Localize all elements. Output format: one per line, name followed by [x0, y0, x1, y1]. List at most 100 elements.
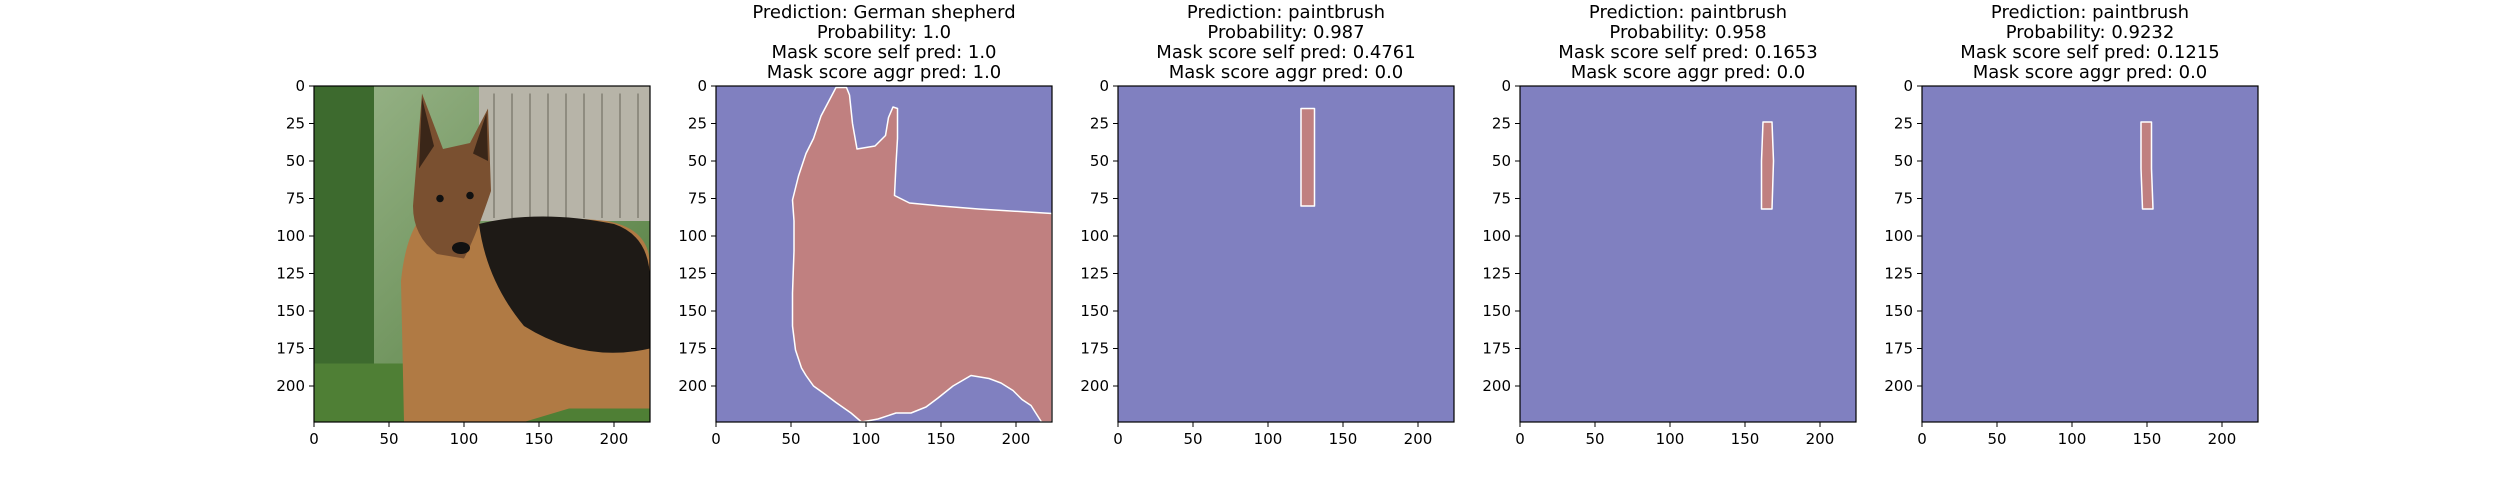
y-tick-label: 25 [688, 115, 707, 133]
x-tick-label: 200 [1404, 430, 1433, 448]
x-tick-label: 150 [927, 430, 956, 448]
x-tick-label: 150 [1731, 430, 1760, 448]
y-tick-label: 75 [1492, 190, 1511, 208]
y-tick-label: 175 [678, 340, 707, 358]
subplot-title-line: Probability: 1.0 [817, 22, 951, 43]
subplot-title-line: Mask score self pred: 0.1215 [1960, 42, 2219, 63]
subplot-title-line: Prediction: paintbrush [1589, 2, 1787, 23]
y-tick-label: 25 [1090, 115, 1109, 133]
heatmap-background [1520, 86, 1856, 422]
subplot-title-line: Probability: 0.958 [1609, 22, 1766, 43]
photo-fence [479, 86, 650, 221]
y-tick-label: 0 [1903, 77, 1913, 95]
y-tick-label: 150 [276, 302, 305, 320]
subplot-title-line: Probability: 0.9232 [2006, 22, 2175, 43]
y-tick-label: 200 [678, 377, 707, 395]
y-tick-label: 75 [286, 190, 305, 208]
heatmap-background [1922, 86, 2258, 422]
y-tick-label: 25 [286, 115, 305, 133]
heatmap-background [1118, 86, 1454, 422]
y-tick-label: 50 [1894, 152, 1913, 170]
y-tick-label: 175 [1080, 340, 1109, 358]
subplot-title-line: Prediction: paintbrush [1187, 2, 1385, 23]
mask-region [2140, 121, 2154, 210]
dog-eye [466, 191, 474, 200]
x-tick-label: 200 [2208, 430, 2237, 448]
subplot-title-line: Mask score aggr pred: 1.0 [767, 62, 1002, 83]
y-tick-label: 75 [1894, 190, 1913, 208]
y-tick-label: 25 [1492, 115, 1511, 133]
y-tick-label: 100 [1884, 227, 1913, 245]
x-tick-label: 100 [450, 430, 479, 448]
y-tick-label: 150 [1482, 302, 1511, 320]
x-tick-label: 100 [1254, 430, 1283, 448]
axes-frame [715, 85, 1053, 423]
x-tick-label: 100 [1656, 430, 1685, 448]
dog-nose [452, 242, 470, 254]
y-tick-label: 25 [1894, 115, 1913, 133]
y-tick-label: 100 [276, 227, 305, 245]
y-tick-label: 0 [1501, 77, 1511, 95]
x-tick-label: 150 [2133, 430, 2162, 448]
x-tick-label: 200 [600, 430, 629, 448]
y-tick-label: 175 [276, 340, 305, 358]
y-tick-label: 125 [678, 265, 707, 283]
dog-head [413, 93, 491, 259]
dog-ear-left [419, 98, 434, 169]
axes-frame [1117, 85, 1455, 423]
subplot-title-line: Prediction: German shepherd [752, 2, 1015, 23]
mask-region [791, 86, 1053, 423]
y-tick-label: 175 [1482, 340, 1511, 358]
x-tick-label: 150 [525, 430, 554, 448]
y-tick-label: 175 [1884, 340, 1913, 358]
axes-frame [313, 85, 651, 423]
y-tick-label: 200 [1080, 377, 1109, 395]
x-tick-label: 200 [1002, 430, 1031, 448]
y-tick-label: 100 [678, 227, 707, 245]
y-tick-label: 200 [276, 377, 305, 395]
y-tick-label: 100 [1080, 227, 1109, 245]
y-tick-label: 0 [697, 77, 707, 95]
y-tick-label: 75 [1090, 190, 1109, 208]
y-tick-label: 150 [1884, 302, 1913, 320]
y-tick-label: 50 [1492, 152, 1511, 170]
x-tick-label: 200 [1806, 430, 1835, 448]
x-tick-label: 50 [379, 430, 398, 448]
y-tick-label: 125 [276, 265, 305, 283]
y-tick-label: 125 [1080, 265, 1109, 283]
y-tick-label: 125 [1482, 265, 1511, 283]
subplot-title-line: Mask score self pred: 1.0 [771, 42, 996, 63]
dog-eye [436, 194, 444, 203]
y-tick-label: 75 [688, 190, 707, 208]
mask-region [1760, 121, 1775, 210]
x-tick-label: 0 [309, 430, 319, 448]
x-tick-label: 0 [1515, 430, 1525, 448]
dog-ear-right [473, 113, 488, 161]
y-tick-label: 0 [1099, 77, 1109, 95]
y-tick-label: 100 [1482, 227, 1511, 245]
y-tick-label: 50 [286, 152, 305, 170]
y-tick-label: 0 [295, 77, 305, 95]
x-tick-label: 50 [1183, 430, 1202, 448]
axes-frame [1519, 85, 1857, 423]
y-tick-label: 150 [678, 302, 707, 320]
x-tick-label: 50 [1585, 430, 1604, 448]
subplot-title-line: Mask score aggr pred: 0.0 [1571, 62, 1806, 83]
y-tick-label: 50 [688, 152, 707, 170]
y-tick-label: 150 [1080, 302, 1109, 320]
y-tick-label: 200 [1884, 377, 1913, 395]
subplot-1: 0 50 100 150 200 0 25 50 75 100 125 150 175 200 [276, 77, 651, 448]
x-tick-label: 100 [2058, 430, 2087, 448]
y-tick-label: 200 [1482, 377, 1511, 395]
subplot-2: Prediction: German shepherdProbability: … [678, 2, 1053, 448]
x-tick-label: 50 [1987, 430, 2006, 448]
subplot-title-line: Probability: 0.987 [1207, 22, 1364, 43]
x-tick-label: 150 [1329, 430, 1358, 448]
x-tick-label: 0 [711, 430, 721, 448]
x-tick-label: 0 [1113, 430, 1123, 448]
subplot-title-line: Mask score aggr pred: 0.0 [1973, 62, 2208, 83]
